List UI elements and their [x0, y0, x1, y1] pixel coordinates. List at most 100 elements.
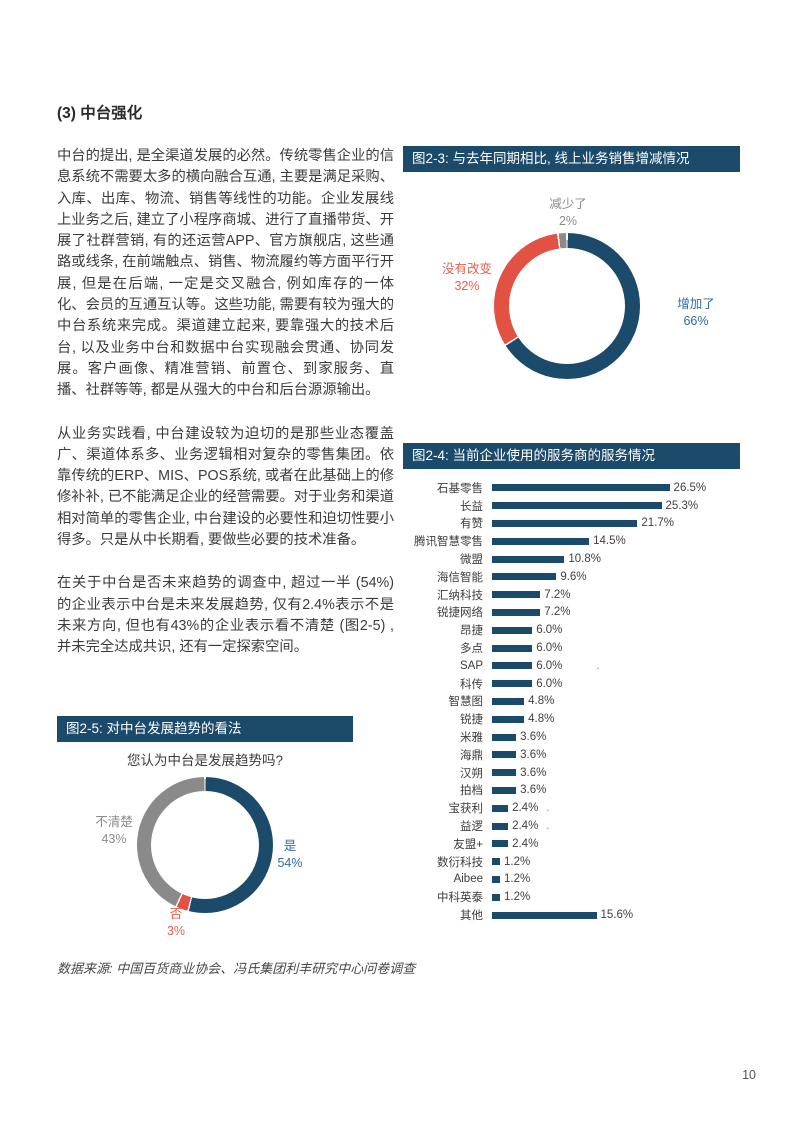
bar-category-label: 长益	[460, 500, 483, 513]
bar-value-label: 1.2%	[504, 891, 531, 904]
donut-chart-online-sales-change	[494, 233, 640, 379]
slice-value: 43%	[101, 832, 127, 846]
bar	[492, 804, 509, 812]
bar-value-label: 4.8%	[528, 695, 555, 708]
bar	[492, 769, 517, 777]
bar	[492, 484, 670, 492]
bar-category-label: 腾讯智慧零售	[414, 536, 483, 549]
bar	[492, 822, 509, 830]
bar-value-label: 15.6%	[600, 909, 634, 922]
bar-category-label: 昂捷	[460, 625, 483, 638]
bar-category-label: SAP	[459, 659, 483, 672]
slice-name: 增加了	[677, 297, 715, 311]
slice-value: 66%	[683, 314, 709, 328]
bar	[492, 786, 517, 794]
figure-2-3-title-bar: 图2-3: 与去年同期相比, 线上业务销售增减情况	[403, 146, 740, 172]
bar	[492, 751, 517, 759]
horizontal-bar-chart-service-providers: 石基零售 26.5% 长益 25.3% 有赞 21.7% 腾讯智慧零售 14.5% 微盟 10.8…	[403, 479, 783, 924]
bar-value-label: 25.3%	[665, 499, 699, 512]
bar-category-label: 米雅	[460, 732, 483, 745]
bar-row: 微盟 10.8%	[403, 550, 783, 568]
bar-row: 友盟+ 2.4%	[403, 835, 783, 853]
bar	[492, 840, 509, 848]
stray-dot: .	[596, 659, 600, 672]
bar-category-label: 有赞	[460, 518, 483, 531]
bar-category-label: 宝获利	[448, 803, 484, 816]
bar-category-label: 微盟	[460, 554, 483, 567]
slice-label-no-change: 没有改变 32%	[425, 261, 509, 295]
slice-value: 32%	[454, 279, 480, 293]
bar-row: 米雅 3.6%	[403, 728, 783, 746]
slice-label-increased: 增加了 66%	[654, 296, 738, 330]
bar-category-label: 智慧图	[448, 696, 484, 709]
bar-category-label: 海鼎	[460, 749, 483, 762]
bar-value-label: 2.4%	[512, 837, 539, 850]
bar-row: 石基零售 26.5%	[403, 479, 783, 497]
bar	[492, 573, 557, 581]
bar-value-label: 3.6%	[520, 784, 547, 797]
bar-row: 数衍科技 1.2%	[403, 853, 783, 871]
slice-label-unclear: 不清楚 43%	[72, 814, 156, 848]
bar-value-label: 2.4%	[512, 820, 539, 833]
bar	[492, 875, 501, 883]
bar-category-label: 汉朔	[460, 767, 483, 780]
bar-value-label: 1.2%	[504, 873, 531, 886]
bar	[492, 733, 517, 741]
bar	[492, 537, 590, 545]
bar-category-label: 数衍科技	[437, 856, 483, 869]
paragraph-3: 在关于中台是否未来趋势的调查中, 超过一半 (54%) 的企业表示中台是未来发展…	[57, 575, 394, 656]
bar-row: 昂捷 6.0%	[403, 621, 783, 639]
bar-row: 多点 6.0%	[403, 639, 783, 657]
bar-value-label: 4.8%	[528, 713, 555, 726]
bar-category-label: 石基零售	[437, 482, 483, 495]
bar	[492, 662, 533, 670]
bar-row: 智慧图 4.8%	[403, 693, 783, 711]
donut-hole	[151, 791, 259, 899]
bar-value-label: 6.0%	[536, 642, 563, 655]
bar-value-label: 7.2%	[544, 606, 571, 619]
bar	[492, 626, 533, 634]
stray-dot: .	[546, 820, 550, 833]
bar-row: 海信智能 9.6%	[403, 568, 783, 586]
bar-row: 锐捷网络 7.2%	[403, 604, 783, 622]
bar-category-label: 锐捷	[460, 714, 483, 727]
slice-name: 减少了	[549, 197, 587, 211]
body-text-column: 中台的提出, 是全渠道发展的必然。传统零售企业的信息系统不需要太多的横向融合互通…	[57, 146, 394, 681]
figure-2-5-question: 您认为中台是发展趋势吗?	[126, 753, 283, 768]
slice-label-decreased: 减少了 2%	[526, 196, 610, 230]
bar	[492, 858, 501, 866]
bar-row: 有赞 21.7%	[403, 515, 783, 533]
slice-value: 2%	[558, 214, 578, 228]
bar-category-label: 拍档	[460, 785, 483, 798]
bar-row: 拍档 3.6%	[403, 782, 783, 800]
bar-row: 其他 15.6%	[403, 906, 783, 924]
slice-name: 是	[283, 839, 297, 853]
bar	[492, 608, 541, 616]
slice-value: 54%	[277, 856, 303, 870]
bar	[492, 644, 533, 652]
bar-row: 海鼎 3.6%	[403, 746, 783, 764]
slice-label-no: 否 3%	[134, 906, 218, 940]
bar-category-label: Aibee	[453, 873, 483, 886]
page-number: 10	[742, 1068, 756, 1082]
donut-hole	[509, 248, 625, 364]
bar-value-label: 6.0%	[536, 677, 563, 690]
data-source-note: 数据来源: 中国百货商业协会、冯氏集团利丰研究中心问卷调查	[57, 961, 416, 976]
slice-name: 不清楚	[95, 815, 133, 829]
bar-category-label: 其他	[460, 910, 483, 923]
section-heading: (3) 中台强化	[57, 105, 143, 122]
bar-row: 长益 25.3%	[403, 497, 783, 515]
bar-category-label: 益逻	[460, 821, 483, 834]
bar	[492, 715, 525, 723]
bar	[492, 591, 541, 599]
bar-row: 腾讯智慧零售 14.5%	[403, 532, 783, 550]
bar-category-label: 锐捷网络	[437, 607, 483, 620]
bar	[492, 519, 638, 527]
bar-category-label: 友盟+	[453, 838, 483, 851]
bar-row: 宝获利 2.4%.	[403, 799, 783, 817]
figure-2-4-title-bar: 图2-4: 当前企业使用的服务商的服务情况	[403, 443, 740, 469]
bar-value-label: 10.8%	[568, 553, 601, 566]
bar-row: 汉朔 3.6%	[403, 764, 783, 782]
bar-value-label: 7.2%	[544, 588, 571, 601]
